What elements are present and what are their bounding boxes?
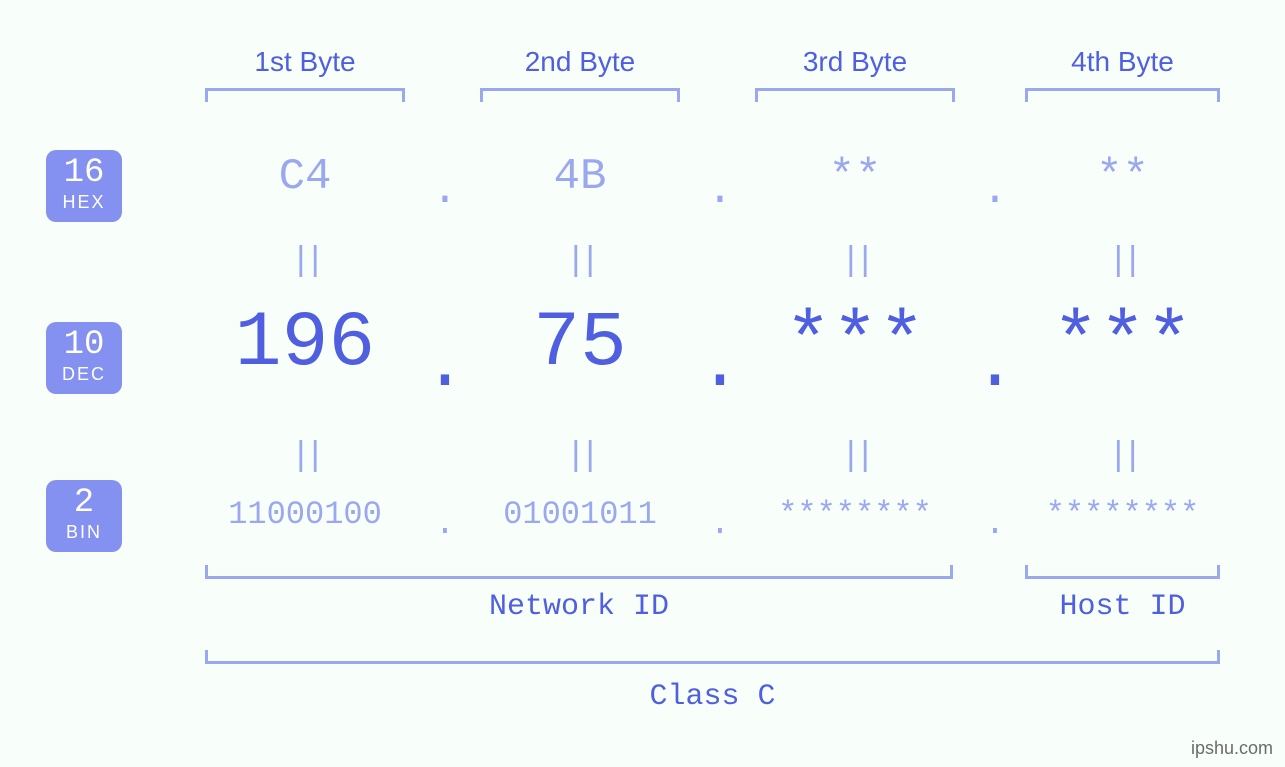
host-id-label: Host ID bbox=[1025, 590, 1220, 624]
base-num-dec: 10 bbox=[46, 328, 122, 362]
hex-byte-1: C4 bbox=[205, 152, 405, 202]
base-badge-dec: 10 DEC bbox=[46, 322, 122, 394]
equals-icon: || bbox=[480, 438, 680, 476]
base-num-bin: 2 bbox=[46, 486, 122, 520]
hex-dot-3: . bbox=[965, 166, 1025, 216]
watermark: ipshu.com bbox=[1191, 738, 1273, 759]
equals-icon: || bbox=[1025, 243, 1220, 281]
bin-byte-4: ******** bbox=[1025, 496, 1220, 533]
byte-header-1: 1st Byte bbox=[205, 46, 405, 78]
host-id-bracket bbox=[1025, 565, 1220, 579]
hex-dot-2: . bbox=[690, 166, 750, 216]
bin-dot-1: . bbox=[415, 506, 475, 544]
byte-bracket-4 bbox=[1025, 88, 1220, 102]
equals-icon: || bbox=[1025, 438, 1220, 476]
dec-byte-2: 75 bbox=[480, 300, 680, 388]
hex-byte-2: 4B bbox=[480, 152, 680, 202]
byte-bracket-1 bbox=[205, 88, 405, 102]
bin-dot-2: . bbox=[690, 506, 750, 544]
class-label: Class C bbox=[205, 680, 1220, 714]
dec-row: 196 . 75 . *** . *** bbox=[180, 305, 1255, 383]
base-name-hex: HEX bbox=[46, 192, 122, 214]
dec-dot-3: . bbox=[965, 325, 1025, 407]
equals-icon: || bbox=[480, 243, 680, 281]
byte-bracket-2 bbox=[480, 88, 680, 102]
bin-dot-3: . bbox=[965, 506, 1025, 544]
equals-icon: || bbox=[205, 243, 405, 281]
bin-byte-3: ******** bbox=[755, 496, 955, 533]
byte-bracket-3 bbox=[755, 88, 955, 102]
bin-byte-2: 01001011 bbox=[480, 496, 680, 533]
class-bracket bbox=[205, 650, 1220, 664]
hex-dot-1: . bbox=[415, 166, 475, 216]
dec-byte-3: *** bbox=[755, 300, 955, 388]
dec-dot-2: . bbox=[690, 325, 750, 407]
base-badge-bin: 2 BIN bbox=[46, 480, 122, 552]
hex-row: C4 . 4B . ** . ** bbox=[180, 155, 1255, 199]
bin-row: 11000100 . 01001011 . ******** . *******… bbox=[180, 498, 1255, 530]
hex-byte-4: ** bbox=[1025, 152, 1220, 202]
bin-byte-1: 11000100 bbox=[205, 496, 405, 533]
byte-header-3: 3rd Byte bbox=[755, 46, 955, 78]
equals-icon: || bbox=[205, 438, 405, 476]
byte-header-2: 2nd Byte bbox=[480, 46, 680, 78]
dec-byte-4: *** bbox=[1025, 300, 1220, 388]
network-id-label: Network ID bbox=[205, 590, 953, 624]
hex-byte-3: ** bbox=[755, 152, 955, 202]
base-name-dec: DEC bbox=[46, 364, 122, 386]
equals-icon: || bbox=[755, 438, 955, 476]
equals-icon: || bbox=[755, 243, 955, 281]
base-num-hex: 16 bbox=[46, 156, 122, 190]
dec-dot-1: . bbox=[415, 325, 475, 407]
byte-header-4: 4th Byte bbox=[1025, 46, 1220, 78]
base-name-bin: BIN bbox=[46, 522, 122, 544]
network-id-bracket bbox=[205, 565, 953, 579]
base-badge-hex: 16 HEX bbox=[46, 150, 122, 222]
dec-byte-1: 196 bbox=[205, 300, 405, 388]
